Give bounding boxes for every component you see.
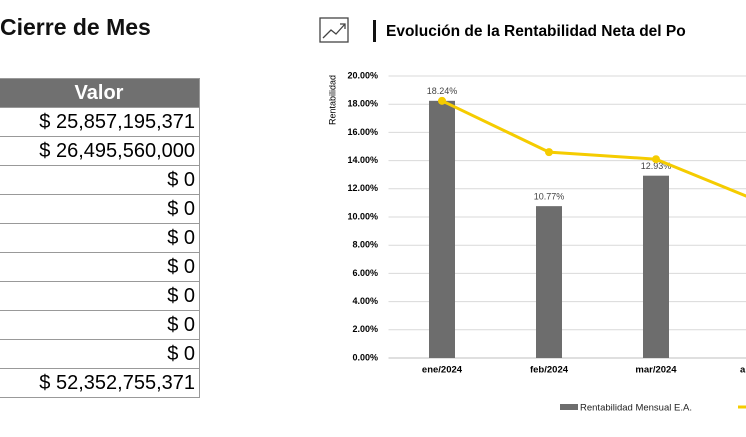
data-label: 18.24% — [427, 86, 458, 96]
data-label: 10.77% — [534, 192, 565, 202]
table-row: $ 0 — [0, 223, 200, 253]
y-tick-label: 18.00% — [347, 99, 378, 109]
y-tick-label: 6.00% — [352, 268, 378, 278]
y-tick-label: 10.00% — [347, 211, 378, 221]
table-row: $ 0 — [0, 339, 200, 369]
table-row: $ 0 — [0, 281, 200, 311]
table-cell: $ 0 — [0, 165, 200, 195]
title-divider — [373, 20, 376, 42]
value-table: Valor $ 25,857,195,371 $ 26,495,560,000 $ … — [0, 78, 200, 398]
line-point — [652, 155, 660, 164]
y-tick-label: 20.00% — [347, 70, 378, 80]
line — [441, 99, 746, 198]
table-cell: $ 0 — [0, 339, 200, 369]
x-tick-label: mar/2024 — [635, 365, 677, 376]
chart-title: Evolución de la Rentabilidad Neta del Po — [386, 23, 686, 40]
legend-swatch — [560, 404, 578, 410]
x-tick-label: ene/2024 — [422, 365, 463, 376]
y-tick-label: 14.00% — [347, 155, 378, 165]
bar — [429, 100, 455, 358]
y-tick-label: 12.00% — [347, 183, 378, 193]
x-tick-label: feb/2024 — [530, 365, 569, 376]
y-tick-label: 8.00% — [352, 240, 378, 250]
y-tick-label: 2.00% — [352, 324, 378, 334]
table-row: $ 0 — [0, 165, 200, 195]
section-title: Cierre de Mes — [0, 14, 151, 40]
line-point — [545, 148, 553, 157]
x-tick-label: a — [740, 365, 746, 376]
y-tick-label: 16.00% — [347, 127, 378, 137]
bar — [536, 206, 562, 358]
bar — [643, 175, 669, 358]
table-cell: $ 52,352,755,371 — [0, 368, 200, 398]
table-cell: $ 0 — [0, 281, 200, 311]
column-header: Valor — [0, 78, 200, 108]
legend-label: Rentabilidad Mensual E.A. — [580, 403, 692, 414]
y-tick-label: 4.00% — [352, 296, 378, 306]
y-tick-label: 0.00% — [352, 352, 378, 362]
table-cell: $ 0 — [0, 223, 200, 253]
table-row: $ 52,352,755,371 — [0, 368, 200, 398]
y-axis-label: Rentabilidad — [327, 75, 337, 125]
line-point — [438, 96, 446, 105]
data-label: 12.93% — [641, 161, 672, 171]
chart-icon — [319, 17, 349, 43]
